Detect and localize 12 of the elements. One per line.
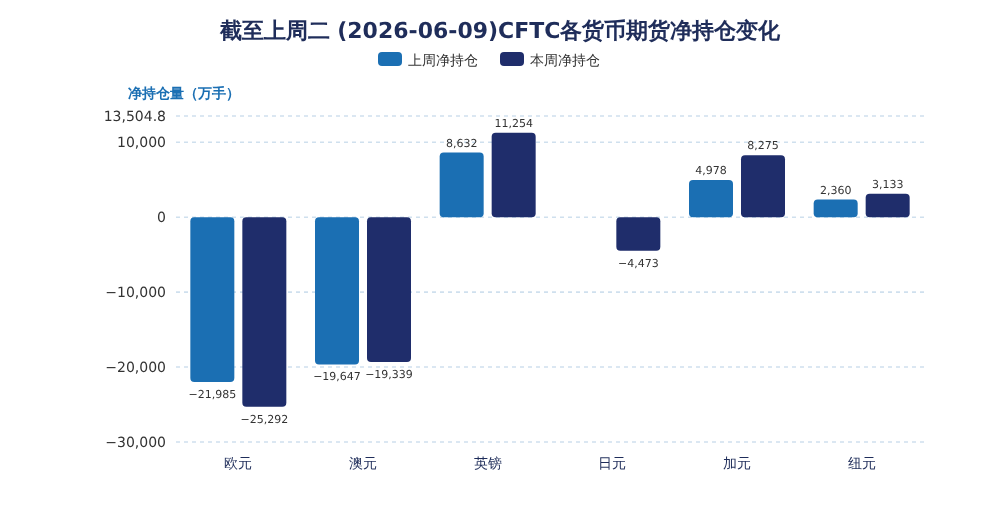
chart-title: 截至上周二 (2026-06-09)CFTC各货币期货净持仓变化 [217,18,783,44]
bar [242,217,287,407]
bar [315,217,359,365]
bar [367,217,411,363]
bar [813,199,858,218]
bar [491,132,536,218]
bar [865,193,910,218]
bar [689,179,733,218]
bar [190,217,235,382]
bar [741,155,785,218]
bar [439,152,484,218]
bar [616,217,661,251]
